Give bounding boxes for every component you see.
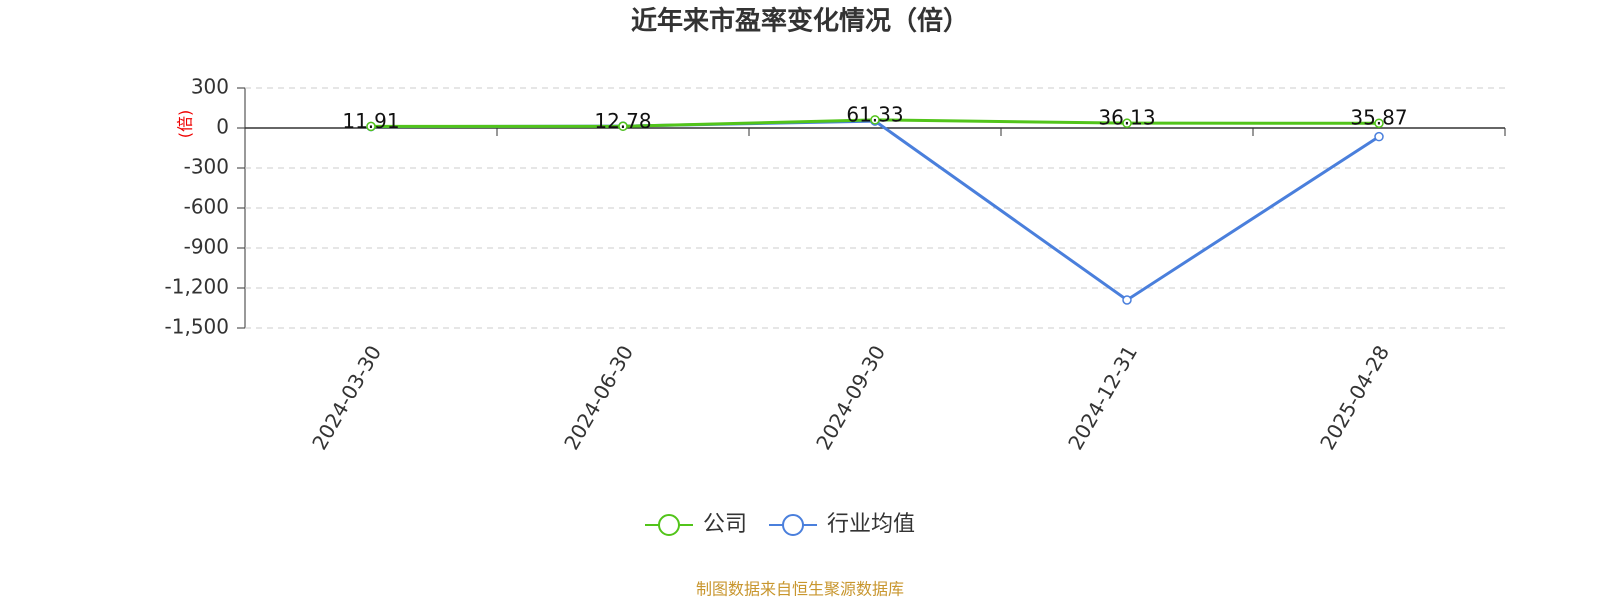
data-point [1122,118,1132,128]
legend-marker [782,514,805,536]
data-label: 61.33 [846,102,903,126]
data-point [1122,295,1132,305]
y-tick-label: -600 [184,195,229,219]
data-label: 12.78 [594,109,651,133]
legend-label: 公司 [703,512,747,537]
y-tick-label: -900 [184,235,229,259]
data-label: 35.87 [1350,106,1407,130]
series-line [370,119,1380,302]
data-point [1374,118,1384,128]
x-tick-label: 2024-06-30 [559,341,638,454]
x-tick-label: 2024-03-30 [307,341,386,454]
legend-label: 行业均值 [827,512,915,537]
y-tick-label: 0 [216,115,229,139]
x-tick-label: 2024-09-30 [811,341,890,454]
data-point [366,121,376,132]
source-note: 制图数据来自恒生聚源数据库 [696,580,904,599]
data-point [618,121,628,132]
y-tick-label: -300 [184,155,229,179]
x-tick-label: 2025-04-28 [1315,341,1394,454]
y-tick-label: -1,200 [165,275,229,299]
data-label: 11.91 [342,109,399,133]
legend-marker [658,514,680,536]
data-label: 36.13 [1098,106,1155,130]
y-axis-label: (倍) [176,110,195,139]
data-point [870,115,880,125]
x-tick-label: 2024-12-31 [1063,341,1142,454]
y-tick-label: -1,500 [165,315,229,339]
data-point [1374,131,1384,142]
chart-title: 近年来市盈率变化情况（倍） [631,6,969,37]
y-tick-label: 300 [191,75,229,99]
